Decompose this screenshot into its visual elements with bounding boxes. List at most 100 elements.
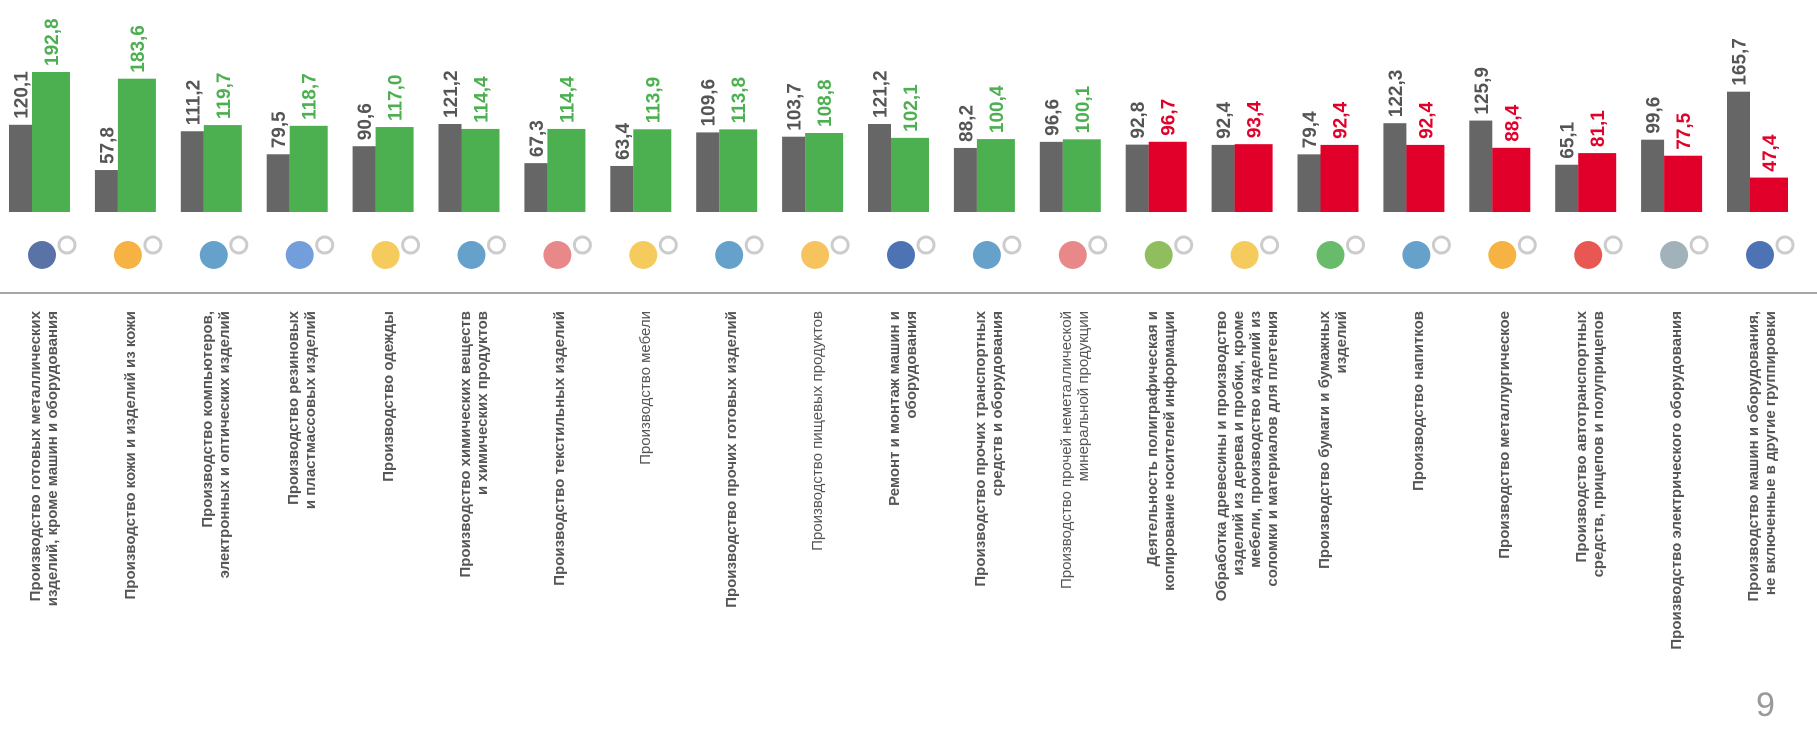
bar [696, 132, 720, 212]
value-label: 57,8 [97, 127, 118, 164]
icon-gear [487, 235, 506, 255]
icon [1660, 241, 1689, 269]
bar [180, 131, 204, 212]
bar [1211, 144, 1235, 212]
bar [953, 147, 977, 212]
value-label: 79,4 [1300, 111, 1321, 148]
value-label: 96,6 [1042, 99, 1063, 136]
bar [1492, 147, 1531, 212]
value-label: 120,1 [12, 71, 33, 119]
value-label: 100,1 [1073, 85, 1094, 133]
bar [891, 137, 929, 212]
value-label: 122,3 [1386, 70, 1407, 118]
category-label: Производство напитков [1409, 311, 1427, 491]
value-label: 121,2 [441, 70, 462, 118]
bar [438, 123, 462, 212]
bar [610, 165, 634, 212]
icon-gear [744, 235, 764, 255]
icon [887, 241, 915, 269]
bar [203, 125, 242, 212]
icon [1574, 241, 1603, 269]
icon [801, 241, 830, 269]
value-label: 92,4 [1214, 101, 1235, 138]
icon [457, 241, 486, 269]
bar [1641, 139, 1665, 212]
value-label: 88,4 [1502, 104, 1523, 141]
category-label: Производство автотранспортных средств, п… [1573, 311, 1608, 578]
value-label: 65,1 [1558, 121, 1579, 158]
category-label: Производство прочей неметаллической мине… [1057, 311, 1092, 589]
bar [1469, 120, 1493, 212]
value-label: 92,4 [1416, 101, 1437, 138]
bar [1320, 144, 1359, 212]
category-label: Производство мебели [636, 311, 654, 465]
bar [1664, 155, 1703, 212]
icon [629, 241, 658, 269]
value-label: 47,4 [1760, 134, 1781, 171]
category-label: Ремонт и монтаж машин и оборудования [886, 311, 920, 506]
icon-gear [1689, 235, 1709, 255]
icon [1316, 241, 1345, 269]
bar [1383, 123, 1407, 212]
value-label: 165,7 [1730, 38, 1751, 86]
category-label: Производство электрического оборудования [1667, 311, 1685, 650]
value-label: 125,9 [1472, 67, 1493, 115]
icon [1488, 241, 1517, 269]
value-label: 100,4 [987, 85, 1008, 133]
value-label: 79,5 [269, 111, 290, 148]
category-label: Производство прочих транспортных средств… [971, 311, 1006, 587]
bar [1297, 154, 1321, 212]
bar [1750, 177, 1788, 212]
bar [266, 154, 290, 212]
value-label: 96,7 [1159, 99, 1180, 136]
value-label: 183,6 [128, 25, 149, 73]
value-label: 67,3 [527, 120, 548, 157]
value-label: 108,8 [815, 79, 836, 127]
bar [805, 132, 844, 212]
bar [976, 139, 1015, 212]
icon [1402, 241, 1431, 269]
icon [1058, 241, 1087, 269]
bar [1406, 144, 1445, 212]
icon [543, 241, 572, 269]
category-label: Обработка древесины и производство издел… [1212, 311, 1281, 602]
icon [285, 241, 314, 269]
icon-gear [401, 235, 421, 255]
bar [9, 124, 32, 212]
value-label: 113,8 [729, 77, 750, 124]
category-label: Производство резиновых и пластмассовых и… [284, 311, 319, 510]
bar [1039, 141, 1063, 212]
bar [1727, 91, 1750, 212]
icon [1746, 241, 1774, 269]
category-label: Производство кожи и изделий из кожи [121, 311, 139, 600]
value-label: 121,2 [871, 70, 892, 118]
icon-gear [315, 235, 335, 255]
category-label: Производство пищевых продуктов [808, 311, 826, 551]
bar [94, 170, 118, 212]
category-label: Деятельность полиграфическая и копирован… [1143, 311, 1178, 591]
icon-gear [1174, 235, 1194, 255]
icon-gear [1002, 235, 1022, 255]
value-label: 114,4 [557, 76, 578, 123]
value-label: 117,0 [386, 75, 407, 122]
icon-gear [1088, 235, 1108, 255]
category-label: Производство прочих готовых изделий [722, 311, 740, 608]
bar [1062, 139, 1101, 212]
value-label: 77,5 [1674, 112, 1695, 149]
value-label: 119,7 [214, 73, 235, 119]
icon-gear [1517, 235, 1537, 255]
category-label: Производство бумаги и бумажных изделий [1315, 311, 1350, 569]
icon [371, 241, 400, 269]
value-label: 88,2 [956, 105, 977, 142]
icon-gear [1603, 235, 1623, 255]
page-number: 9 [1756, 686, 1775, 724]
icon-gear [1775, 235, 1795, 255]
icon-gear [572, 235, 592, 255]
bar [32, 72, 70, 212]
bar [547, 128, 586, 212]
bar [719, 129, 758, 212]
value-label: 81,1 [1588, 110, 1609, 147]
category-label: Производство машин и оборудования, не вк… [1745, 311, 1779, 602]
